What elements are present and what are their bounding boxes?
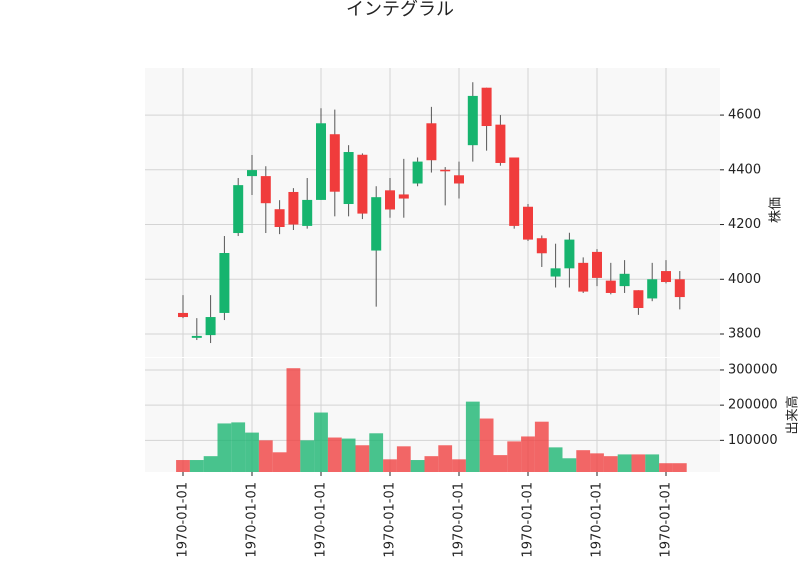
price-panel	[145, 68, 720, 357]
volume-bar	[576, 450, 591, 472]
candle-body	[523, 206, 533, 240]
candle-body	[550, 268, 561, 277]
volume-bar	[341, 438, 356, 472]
candle-body	[467, 95, 478, 146]
candle-body	[426, 123, 437, 161]
volume-bar	[645, 454, 660, 472]
candle-body	[661, 271, 671, 283]
candle-body	[509, 157, 520, 226]
volume-bar	[203, 456, 218, 472]
candle-body	[274, 209, 285, 228]
candle-body	[178, 312, 188, 318]
candle-body	[440, 169, 451, 172]
candle-body	[205, 317, 216, 336]
x-tick-label: 1970-01-01	[452, 482, 467, 558]
candle-body	[674, 279, 685, 298]
volume-bar	[617, 454, 632, 472]
candle-body	[233, 185, 244, 234]
candle-body	[191, 335, 202, 338]
volume-tick-label: 300000	[728, 362, 778, 377]
chart-title: インテグラル	[346, 0, 454, 20]
candle-body	[302, 199, 313, 226]
volume-bar	[231, 422, 246, 472]
y-tick-label: 4600	[728, 108, 761, 123]
x-tick-label: 1970-01-01	[590, 482, 605, 558]
volume-bar	[383, 459, 397, 472]
volume-bar	[521, 436, 535, 472]
candle-body	[329, 134, 340, 192]
y-tick-label: 4000	[728, 272, 761, 287]
candle-body	[633, 290, 644, 309]
candle-body	[357, 154, 368, 214]
volume-bar	[659, 463, 673, 472]
y-tick-label: 4200	[728, 217, 761, 232]
volume-bar	[258, 440, 273, 472]
volume-tick-label: 100000	[728, 433, 778, 448]
candle-body	[592, 251, 602, 278]
x-tick-label: 1970-01-01	[521, 482, 536, 558]
candle-body	[260, 176, 271, 204]
candle-body	[536, 238, 547, 254]
volume-bar	[590, 453, 604, 472]
volume-axis-label: 出来高	[785, 395, 800, 434]
candle-body	[605, 280, 616, 293]
volume-bar	[410, 460, 425, 472]
candle-body	[219, 253, 230, 313]
volume-tick-label: 200000	[728, 398, 778, 413]
candle-body	[343, 152, 354, 205]
x-tick-label: 1970-01-01	[659, 482, 674, 558]
candle-body	[316, 123, 326, 200]
volume-bar	[507, 441, 522, 472]
y-tick-label: 4400	[728, 162, 761, 177]
x-tick-label: 1970-01-01	[314, 482, 329, 558]
candle-body	[619, 273, 630, 287]
volume-bar	[286, 368, 301, 472]
volume-bar	[327, 437, 342, 472]
volume-bar	[369, 433, 384, 472]
candle-body	[398, 194, 409, 199]
candle-body	[454, 175, 464, 184]
volume-bar	[189, 460, 204, 472]
volume-bar	[300, 440, 315, 472]
volume-bar	[355, 445, 370, 472]
candle-body	[647, 279, 658, 299]
volume-bar	[631, 454, 646, 472]
volume-bar	[314, 412, 328, 472]
volume-bar	[465, 401, 480, 472]
candle-body	[371, 197, 382, 251]
candle-body	[564, 239, 575, 269]
volume-bar	[217, 423, 232, 472]
candle-body	[288, 191, 299, 225]
candle-body	[495, 124, 506, 163]
candle-body	[247, 170, 257, 177]
y-axis-label: 株価	[769, 197, 784, 223]
volume-bar	[452, 459, 466, 472]
candle-body	[385, 190, 395, 210]
volume-bar	[672, 463, 687, 472]
volume-bar	[438, 445, 453, 472]
candle-body	[412, 161, 423, 184]
candle-body	[578, 262, 589, 292]
volume-bar	[176, 460, 190, 472]
y-tick-label: 3800	[728, 327, 761, 342]
volume-bar	[424, 456, 439, 472]
volume-bar	[479, 418, 494, 472]
x-tick-label: 1970-01-01	[383, 482, 398, 558]
volume-bar	[548, 447, 563, 472]
volume-bar	[562, 458, 577, 472]
x-tick-label: 1970-01-01	[176, 482, 191, 558]
x-tick-label: 1970-01-01	[245, 482, 260, 558]
volume-bar	[396, 446, 411, 472]
volume-bar	[603, 456, 618, 472]
candle-body	[481, 87, 492, 127]
volume-bar	[272, 452, 287, 472]
volume-bar	[245, 432, 259, 472]
volume-bar	[493, 455, 508, 472]
volume-bar	[534, 421, 549, 472]
